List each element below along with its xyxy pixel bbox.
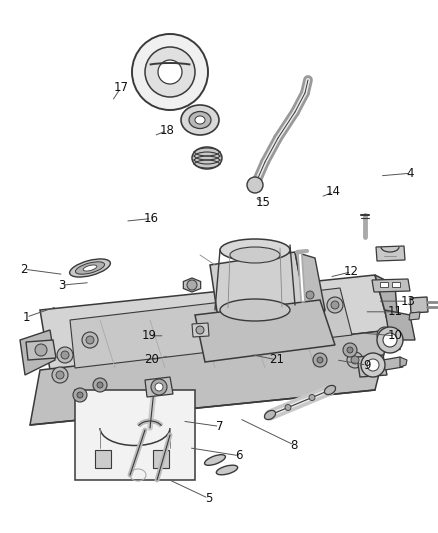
Text: 8: 8 bbox=[290, 439, 297, 451]
Ellipse shape bbox=[70, 259, 110, 277]
Text: 20: 20 bbox=[144, 353, 159, 366]
Circle shape bbox=[145, 47, 194, 97]
Text: 18: 18 bbox=[159, 124, 174, 137]
Circle shape bbox=[93, 378, 107, 392]
Polygon shape bbox=[183, 278, 200, 292]
Text: 3: 3 bbox=[58, 279, 65, 292]
Circle shape bbox=[382, 333, 396, 347]
Polygon shape bbox=[70, 288, 351, 368]
Polygon shape bbox=[26, 340, 56, 360]
Text: 15: 15 bbox=[255, 196, 270, 209]
Polygon shape bbox=[408, 312, 419, 320]
Circle shape bbox=[155, 383, 162, 391]
Polygon shape bbox=[294, 252, 324, 310]
Circle shape bbox=[61, 351, 69, 359]
Text: 11: 11 bbox=[387, 305, 402, 318]
Text: 2: 2 bbox=[20, 263, 28, 276]
Polygon shape bbox=[191, 323, 208, 337]
Circle shape bbox=[342, 343, 356, 357]
Ellipse shape bbox=[204, 455, 225, 465]
Circle shape bbox=[308, 394, 314, 400]
Text: 13: 13 bbox=[400, 295, 415, 308]
Circle shape bbox=[187, 280, 197, 290]
Circle shape bbox=[366, 359, 378, 371]
Circle shape bbox=[247, 177, 262, 193]
Text: 9: 9 bbox=[362, 359, 370, 372]
Polygon shape bbox=[209, 305, 324, 355]
Ellipse shape bbox=[75, 262, 104, 274]
Text: 16: 16 bbox=[144, 212, 159, 225]
Ellipse shape bbox=[219, 299, 290, 321]
Circle shape bbox=[28, 345, 42, 359]
Circle shape bbox=[151, 379, 166, 395]
Ellipse shape bbox=[194, 116, 205, 124]
Text: 5: 5 bbox=[205, 492, 212, 505]
Polygon shape bbox=[374, 275, 399, 350]
Circle shape bbox=[360, 353, 384, 377]
Polygon shape bbox=[375, 246, 404, 261]
Polygon shape bbox=[40, 275, 389, 370]
Ellipse shape bbox=[191, 147, 222, 169]
Circle shape bbox=[82, 332, 98, 348]
Polygon shape bbox=[356, 355, 386, 377]
Ellipse shape bbox=[324, 385, 335, 394]
Text: 19: 19 bbox=[141, 329, 156, 342]
Circle shape bbox=[376, 327, 392, 343]
Ellipse shape bbox=[216, 465, 237, 475]
Polygon shape bbox=[371, 279, 409, 292]
Circle shape bbox=[350, 356, 358, 364]
Text: 4: 4 bbox=[406, 167, 413, 180]
Polygon shape bbox=[399, 357, 406, 367]
Circle shape bbox=[284, 405, 290, 410]
Polygon shape bbox=[384, 310, 414, 340]
Text: 7: 7 bbox=[215, 420, 223, 433]
Circle shape bbox=[35, 344, 47, 356]
Text: 1: 1 bbox=[22, 311, 30, 324]
Ellipse shape bbox=[219, 239, 290, 261]
Bar bbox=[153, 450, 169, 468]
Ellipse shape bbox=[264, 410, 275, 419]
Ellipse shape bbox=[180, 105, 219, 135]
Circle shape bbox=[380, 331, 388, 339]
Bar bbox=[391, 282, 399, 287]
Polygon shape bbox=[194, 300, 334, 362]
Circle shape bbox=[301, 287, 317, 303]
Circle shape bbox=[305, 291, 313, 299]
Circle shape bbox=[132, 34, 208, 110]
Polygon shape bbox=[409, 297, 427, 313]
Polygon shape bbox=[145, 377, 173, 397]
Circle shape bbox=[73, 388, 87, 402]
Polygon shape bbox=[209, 252, 304, 318]
Ellipse shape bbox=[83, 265, 96, 271]
Polygon shape bbox=[30, 330, 389, 425]
Circle shape bbox=[56, 371, 64, 379]
Polygon shape bbox=[382, 357, 402, 370]
Circle shape bbox=[316, 357, 322, 363]
Text: 6: 6 bbox=[235, 449, 243, 462]
Text: 17: 17 bbox=[113, 82, 128, 94]
Ellipse shape bbox=[230, 247, 279, 263]
Circle shape bbox=[195, 326, 204, 334]
Circle shape bbox=[346, 352, 362, 368]
Text: 14: 14 bbox=[325, 185, 340, 198]
Ellipse shape bbox=[189, 111, 211, 128]
Circle shape bbox=[376, 327, 402, 353]
Bar bbox=[379, 282, 387, 287]
Circle shape bbox=[158, 60, 182, 84]
Circle shape bbox=[77, 392, 83, 398]
Circle shape bbox=[326, 297, 342, 313]
Circle shape bbox=[57, 347, 73, 363]
Polygon shape bbox=[20, 330, 55, 375]
Circle shape bbox=[346, 347, 352, 353]
Bar bbox=[95, 450, 111, 468]
Circle shape bbox=[330, 301, 338, 309]
Bar bbox=[75, 390, 194, 480]
Text: 10: 10 bbox=[387, 329, 402, 342]
Text: 21: 21 bbox=[268, 353, 283, 366]
Text: 12: 12 bbox=[343, 265, 358, 278]
Circle shape bbox=[86, 336, 94, 344]
Circle shape bbox=[97, 382, 103, 388]
Circle shape bbox=[52, 367, 68, 383]
Circle shape bbox=[312, 353, 326, 367]
